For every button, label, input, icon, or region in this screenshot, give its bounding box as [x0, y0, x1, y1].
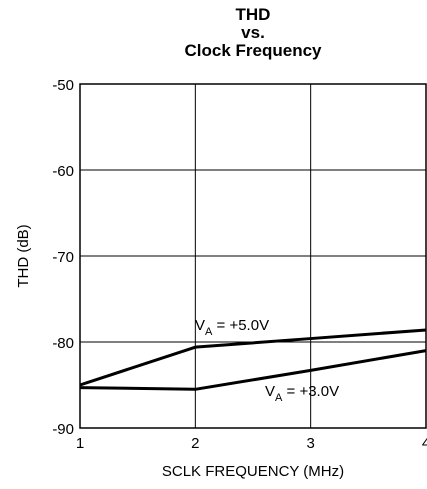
- x-tick-label: 3: [306, 435, 314, 452]
- chart-title-line-1: THD: [235, 5, 271, 24]
- y-tick-label: -60: [52, 163, 74, 180]
- x-tick-label: 2: [191, 435, 199, 452]
- series-label-1: VA = +5.0V: [195, 317, 269, 338]
- chart-title-line-2: vs.: [241, 23, 265, 42]
- series-label-2: VA = +3.0V: [265, 383, 339, 404]
- y-tick-label: -80: [52, 335, 74, 352]
- y-tick-label: -70: [52, 249, 74, 266]
- x-tick-label: 4: [422, 435, 427, 452]
- x-axis-label: SCLK FREQUENCY (MHz): [162, 463, 344, 480]
- series-line-2: [79, 349, 427, 391]
- plot-frame: [79, 83, 427, 429]
- y-axis-label: THD (dB): [15, 224, 32, 287]
- chart-title-line-3: Clock Frequency: [184, 41, 322, 60]
- y-tick-label: -90: [52, 421, 74, 438]
- series-line-1: [79, 328, 427, 387]
- y-tick-label: -50: [52, 77, 74, 94]
- x-tick-label: 1: [76, 435, 84, 452]
